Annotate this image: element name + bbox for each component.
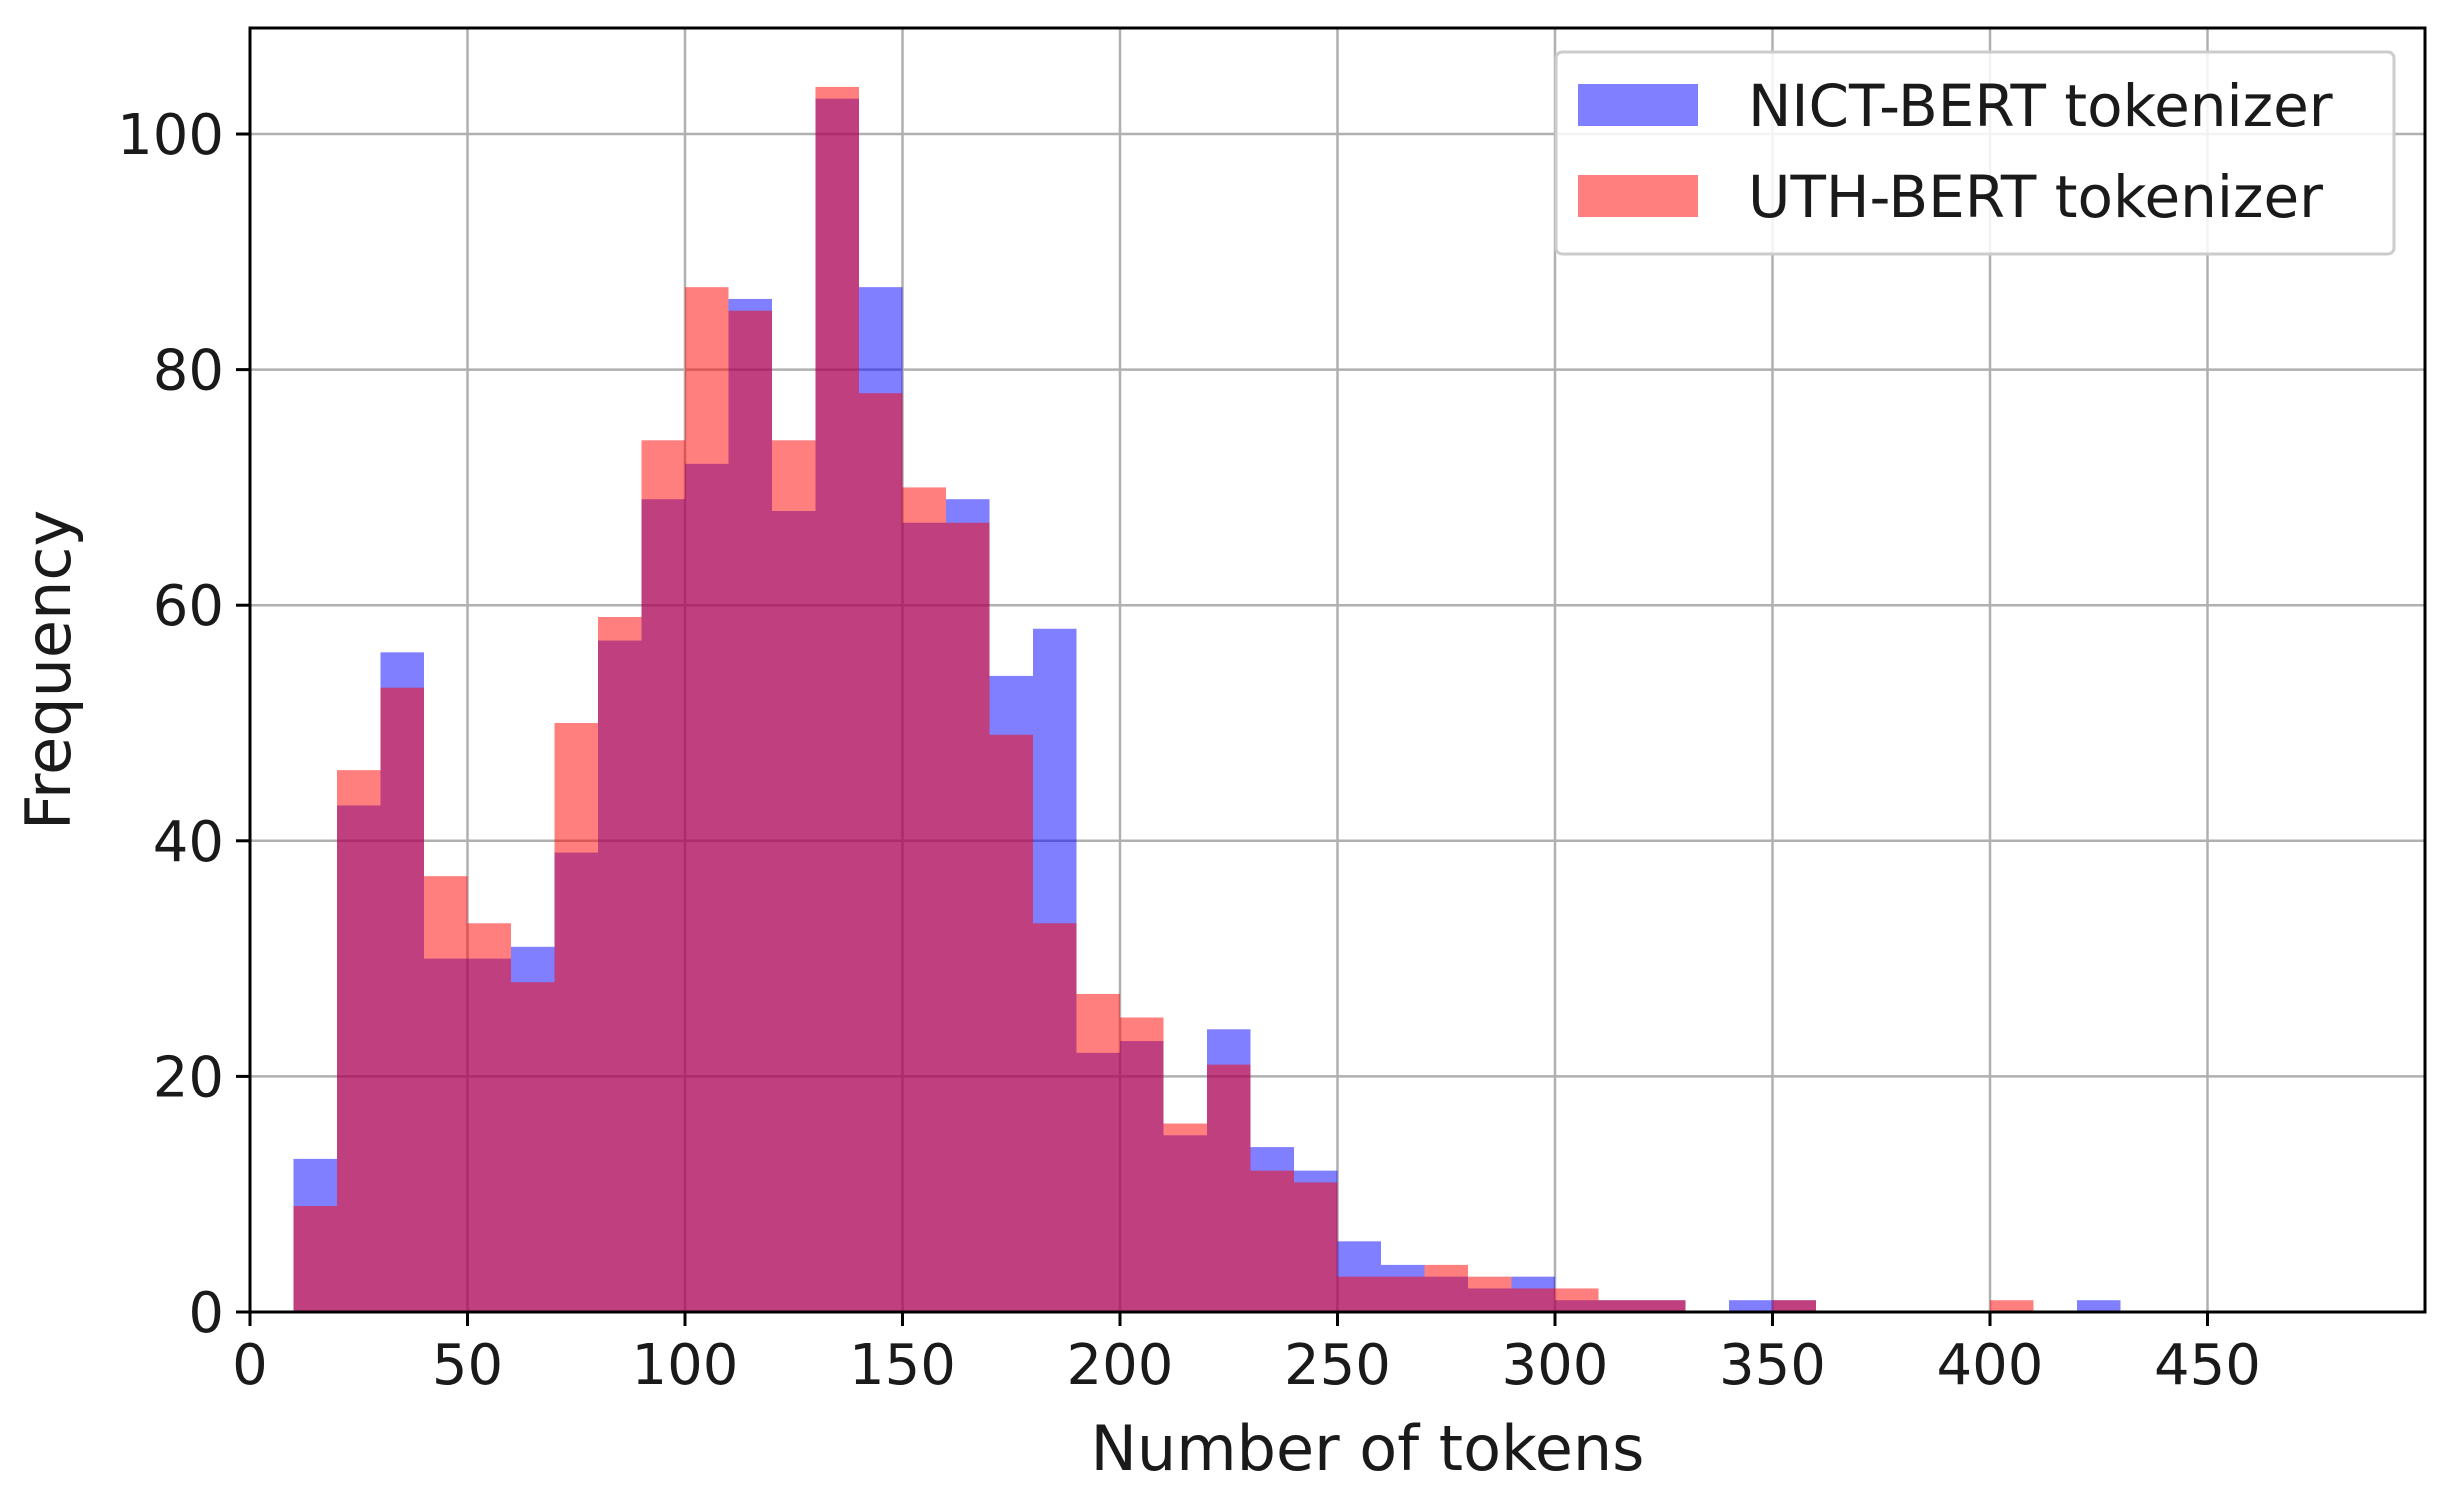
histogram-bar-uth	[337, 770, 381, 1312]
histogram-bar-uth	[1511, 1288, 1555, 1312]
x-tick-label: 200	[1067, 1333, 1174, 1398]
histogram-bar-uth	[424, 876, 468, 1312]
histogram-bar-uth	[598, 616, 642, 1312]
x-tick-label: 350	[1719, 1333, 1826, 1398]
y-tick-label: 100	[117, 103, 224, 168]
histogram-bar-uth	[293, 1205, 337, 1312]
histogram-bar-uth	[728, 310, 772, 1313]
histogram-bar-uth	[1990, 1300, 2034, 1312]
histogram-bar-uth	[1163, 1123, 1207, 1312]
histogram-bar-uth	[859, 393, 903, 1312]
ticks-layer: 0 50 100 150 200 250 300 350 400 450 0 20 40 60 80 100	[117, 103, 2261, 1398]
histogram-bar-uth	[1033, 923, 1077, 1312]
y-tick-label: 60	[153, 574, 224, 639]
histogram-bar-uth	[1555, 1288, 1599, 1312]
y-axis-label: Frequency	[12, 510, 85, 830]
histogram-bar-uth	[946, 522, 990, 1312]
histogram-bar-uth	[1120, 1017, 1164, 1312]
x-tick-label: 0	[232, 1333, 268, 1398]
histogram-bar-uth	[1250, 1170, 1294, 1312]
histogram-bar-uth	[815, 86, 859, 1313]
y-tick-label: 80	[153, 339, 224, 404]
x-tick-label: 250	[1284, 1333, 1391, 1398]
legend-swatch-nict	[1578, 84, 1698, 126]
histogram-bar-nict	[1729, 1300, 1773, 1312]
x-axis-label: Number of tokens	[1091, 1412, 1645, 1485]
histogram-bar-uth	[554, 723, 598, 1312]
histogram-bar-uth	[380, 687, 424, 1312]
legend: NICT-BERT tokenizer UTH-BERT tokenizer	[1554, 50, 2396, 256]
histogram-bar-uth	[511, 982, 555, 1312]
histogram-bar-uth	[467, 923, 511, 1312]
histogram-bar-uth	[641, 440, 685, 1312]
histogram-bar-uth	[1598, 1300, 1642, 1312]
histogram-bar-uth	[989, 734, 1033, 1312]
x-tick-label: 400	[1937, 1333, 2044, 1398]
histogram-bar-uth	[1207, 1064, 1251, 1312]
histogram-bar-uth	[1337, 1276, 1381, 1312]
histogram-bar-uth	[1294, 1182, 1338, 1312]
y-tick-label: 20	[153, 1045, 224, 1110]
histogram-bar-uth	[772, 440, 816, 1312]
histogram-bar-uth	[902, 487, 946, 1312]
histogram-bar-uth	[1772, 1300, 1816, 1312]
x-tick-label: 150	[849, 1333, 956, 1398]
histogram-bar-uth	[685, 287, 729, 1312]
histogram-bar-uth	[1642, 1300, 1686, 1312]
histogram-bar-nict	[2077, 1300, 2121, 1312]
x-tick-label: 100	[632, 1333, 739, 1398]
legend-box	[1554, 50, 2396, 256]
legend-label-uth: UTH-BERT tokenizer	[1748, 163, 2323, 231]
histogram-bar-uth	[1468, 1276, 1512, 1312]
histogram-bar-uth	[1076, 993, 1120, 1312]
legend-swatch-uth	[1578, 175, 1698, 217]
y-tick-label: 0	[188, 1281, 224, 1346]
y-tick-label: 40	[153, 810, 224, 875]
histogram-bar-uth	[1381, 1276, 1425, 1312]
x-tick-label: 50	[432, 1333, 503, 1398]
bars-layer	[293, 86, 2121, 1313]
legend-label-nict: NICT-BERT tokenizer	[1748, 72, 2333, 140]
x-tick-label: 300	[1502, 1333, 1609, 1398]
x-tick-label: 450	[2154, 1333, 2261, 1398]
histogram-bar-uth	[1424, 1264, 1468, 1312]
